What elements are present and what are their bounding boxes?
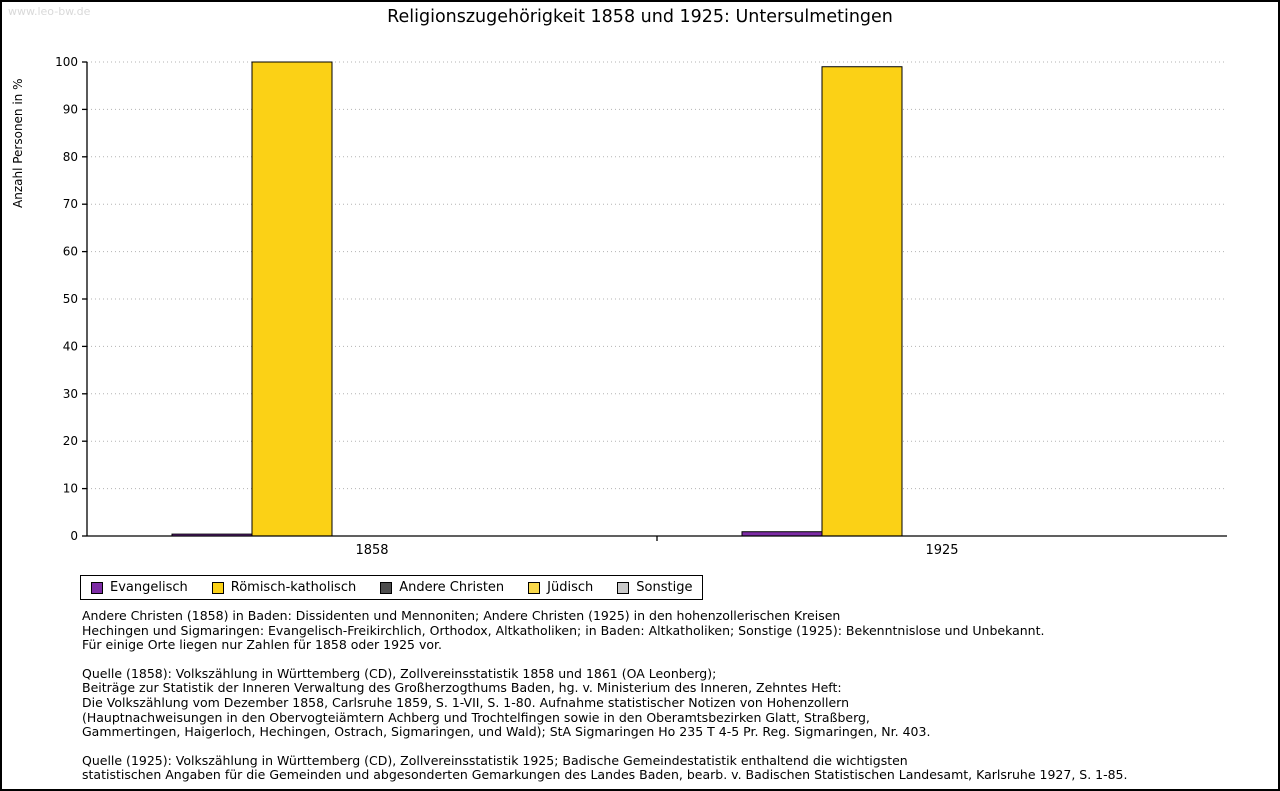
legend-item-jüdisch: Jüdisch xyxy=(528,580,593,595)
bar-1925-römisch-katholisch xyxy=(821,66,903,537)
y-tick-label: 20 xyxy=(63,434,78,448)
x-category-label-1858: 1858 xyxy=(355,543,388,558)
footnote-line: Quelle (1858): Volkszählung in Württembe… xyxy=(82,665,717,681)
legend: Evangelisch Römisch-katholisch Andere Chri… xyxy=(80,575,704,600)
legend-label: Sonstige xyxy=(636,580,693,595)
legend-item-evangelisch: Evangelisch xyxy=(91,580,188,595)
y-tick-label: 60 xyxy=(63,245,78,259)
legend-label: Evangelisch xyxy=(110,580,188,595)
chart-title: Religionszugehörigkeit 1858 und 1925: Un… xyxy=(387,7,893,27)
y-tick-label: 0 xyxy=(70,529,78,543)
x-category-label-1925: 1925 xyxy=(925,543,958,558)
footnote-line: (Hauptnachweisungen in den Obervogteiämt… xyxy=(82,709,870,725)
legend-swatch-icon xyxy=(380,581,393,594)
footnote-line: Beiträge zur Statistik der Inneren Verwa… xyxy=(82,680,842,696)
footnote-paragraph-1: Andere Christen (1858) in Baden: Disside… xyxy=(82,608,1127,653)
legend-label: Jüdisch xyxy=(547,580,594,595)
footnote-line: Hechingen und Sigmaringen: Evangelisch-F… xyxy=(82,622,1045,638)
y-tick-label: 100 xyxy=(55,55,78,69)
legend-label: Römisch-katholisch xyxy=(230,580,357,595)
legend-swatch-icon xyxy=(528,581,541,594)
footnote-line: Für einige Orte liegen nur Zahlen für 18… xyxy=(82,637,442,653)
y-tick-label: 10 xyxy=(63,482,78,496)
footnote-line: Quelle (1925): Volkszählung in Württembe… xyxy=(82,752,908,768)
y-tick-label: 80 xyxy=(63,150,78,164)
y-tick-label: 70 xyxy=(63,197,78,211)
footnote-paragraph-3: Quelle (1925): Volkszählung in Württembe… xyxy=(82,752,1128,783)
y-tick-label: 50 xyxy=(63,292,78,306)
y-axis-label: Anzahl Personen in % xyxy=(11,78,25,208)
legend-swatch-icon xyxy=(91,581,103,594)
legend-item-andere-christen: Andere Christen xyxy=(380,580,504,595)
footnote-line: Andere Christen (1858) in Baden: Disside… xyxy=(82,608,841,623)
footnote-line: Gammertingen, Haigerloch, Hechingen, Ost… xyxy=(82,724,931,740)
legend-label: Andere Christen xyxy=(399,580,505,595)
footnote-paragraph-2: Quelle (1858): Volkszählung in Württembe… xyxy=(82,665,1127,740)
footnote-line: statistischen Angaben für die Gemeinden … xyxy=(82,767,1128,783)
y-tick-label: 40 xyxy=(63,339,78,353)
legend-item-römisch-katholisch: Römisch-katholisch xyxy=(211,580,357,595)
y-tick-label: 30 xyxy=(63,387,78,401)
y-tick-label: 90 xyxy=(63,102,78,116)
legend-item-sonstige: Sonstige xyxy=(617,580,692,595)
legend-swatch-icon xyxy=(617,581,630,594)
footnote-line: Die Volkszählung vom Dezember 1858, Carl… xyxy=(82,694,850,710)
watermark: www.leo-bw.de xyxy=(8,5,91,18)
bar-1858-römisch-katholisch xyxy=(251,61,333,537)
footnotes: Andere Christen (1858) in Baden: Disside… xyxy=(82,608,1128,783)
legend-swatch-icon xyxy=(211,581,224,594)
bar-chart-plot: 0 10 20 30 40 50 60 70 80 90 100 1858 1925 xyxy=(55,55,1227,558)
